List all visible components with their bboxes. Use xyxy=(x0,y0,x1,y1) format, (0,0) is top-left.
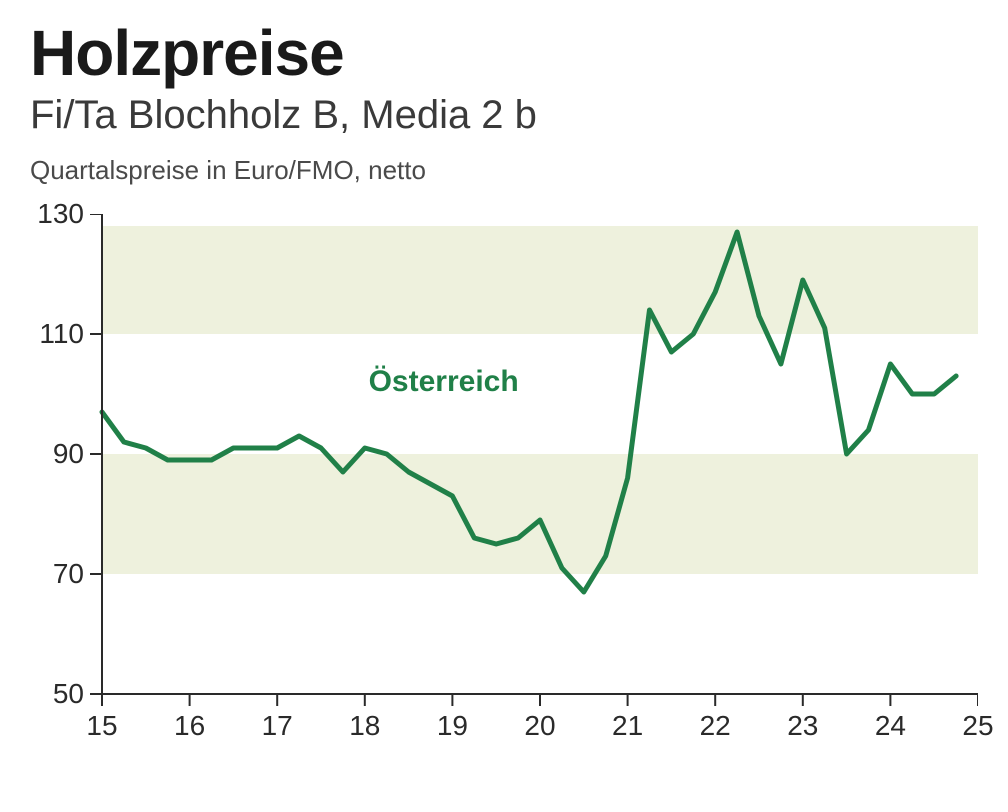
x-tick-label: 17 xyxy=(262,710,293,742)
chart-title: Holzpreise xyxy=(30,20,978,87)
x-tick-label: 20 xyxy=(524,710,555,742)
y-tick-label: 50 xyxy=(53,678,84,710)
x-tick-label: 16 xyxy=(174,710,205,742)
page: Holzpreise Fi/Ta Blochholz B, Media 2 b … xyxy=(0,0,1008,812)
chart-subtitle: Fi/Ta Blochholz B, Media 2 b xyxy=(30,93,978,137)
y-tick-label: 110 xyxy=(39,318,84,350)
x-tick-label: 19 xyxy=(437,710,468,742)
line-chart: 5070901101301516171819202122232425Österr… xyxy=(30,214,978,734)
x-tick-label: 25 xyxy=(962,710,993,742)
chart-band xyxy=(102,454,978,574)
x-tick-label: 22 xyxy=(700,710,731,742)
x-tick-label: 21 xyxy=(612,710,643,742)
series-label: Österreich xyxy=(369,365,519,399)
x-tick-label: 23 xyxy=(787,710,818,742)
chart-caption: Quartalspreise in Euro/FMO, netto xyxy=(30,155,978,186)
x-tick-label: 18 xyxy=(349,710,380,742)
chart-band xyxy=(102,226,978,334)
y-tick-label: 130 xyxy=(37,198,84,230)
chart-svg xyxy=(30,214,978,734)
y-tick-label: 70 xyxy=(53,558,84,590)
x-tick-label: 24 xyxy=(875,710,906,742)
y-tick-label: 90 xyxy=(53,438,84,470)
x-tick-label: 15 xyxy=(86,710,117,742)
